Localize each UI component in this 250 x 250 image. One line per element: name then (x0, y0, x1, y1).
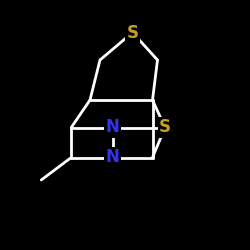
Text: N: N (106, 148, 120, 166)
Text: S: S (126, 24, 138, 42)
Text: S: S (159, 118, 171, 136)
Text: N: N (106, 118, 120, 136)
